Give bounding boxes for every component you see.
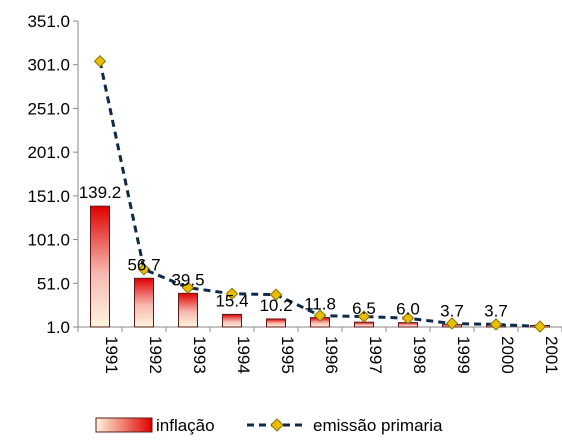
y-tick-label: 151.0 <box>27 187 70 206</box>
marker-emissao-1994 <box>225 287 239 300</box>
legend-label-inflacao: inflação <box>156 416 215 435</box>
marker-emissao-2000 <box>489 318 503 331</box>
marker-emissao-1992 <box>137 263 151 276</box>
data-label-1994: 15.4 <box>215 291 248 310</box>
bar-inflacao-1997 <box>354 321 374 328</box>
y-tick-label: 251.0 <box>27 99 70 118</box>
data-label-1999: 3.7 <box>440 302 464 321</box>
axes: 351.0 301.0 251.0 201.0 151.0 101.0 51.0 1.0 199… <box>27 12 562 374</box>
data-label-1998: 6.0 <box>396 300 420 319</box>
marker-emissao-1997 <box>357 310 371 323</box>
y-tick-label: 351.0 <box>27 12 70 31</box>
y-tick-label: 101.0 <box>27 231 70 250</box>
marker-emissao-1998 <box>401 312 415 325</box>
x-tick-label: 1998 <box>410 336 429 374</box>
data-label-2000: 3.7 <box>484 302 508 321</box>
bar-inflacao-1994 <box>222 313 242 328</box>
legend-swatch-inflacao <box>95 417 153 433</box>
x-tick-label: 1997 <box>366 336 385 374</box>
legend: inflação emissão primaria <box>95 416 443 435</box>
data-label-1992: 56.7 <box>127 255 160 274</box>
y-tick-label: 301.0 <box>27 56 70 75</box>
data-label-1997: 6.5 <box>352 299 376 318</box>
bar-inflacao-1992 <box>134 277 154 328</box>
y-tick-label: 201.0 <box>27 143 70 162</box>
y-tick-label: 1.0 <box>46 318 70 337</box>
marker-emissao-1999 <box>445 317 459 330</box>
x-tick-label: 1992 <box>146 336 165 374</box>
legend-label-emissao: emissão primaria <box>313 416 443 435</box>
data-label-1996: 11.8 <box>304 295 336 314</box>
x-tick-label: 1999 <box>454 336 473 374</box>
bar-inflacao-1993 <box>178 292 198 328</box>
x-tick-label: 2000 <box>498 336 517 374</box>
x-tick-label: 1993 <box>190 336 209 374</box>
y-tick-label: 51.0 <box>37 274 70 293</box>
marker-emissao-1996 <box>313 309 327 322</box>
marker-emissao-1991 <box>93 55 107 68</box>
data-label-1991: 139.2 <box>79 183 122 202</box>
x-tick-label: 2001 <box>542 336 561 374</box>
legend-marker-emissao <box>270 418 284 432</box>
x-tick-label: 1991 <box>102 336 121 374</box>
line-emissao-primaria <box>98 60 541 329</box>
bar-inflacao-1995 <box>266 318 286 328</box>
marker-emissao-1993 <box>181 281 195 294</box>
data-label-1995: 10.2 <box>259 296 292 315</box>
marker-emissao-2001 <box>533 320 547 333</box>
data-labels: 139.2 56.7 39.5 15.4 10.2 11.8 6.5 6.0 3.7 3.7 <box>79 183 508 320</box>
data-label-1993: 39.5 <box>171 270 204 289</box>
x-tick-label: 1996 <box>322 336 341 374</box>
marker-emissao-1995 <box>269 288 283 301</box>
bar-inflacao-1991 <box>90 205 110 328</box>
x-tick-label: 1994 <box>234 336 253 374</box>
x-tick-label: 1995 <box>278 336 297 374</box>
line-series <box>93 55 547 333</box>
